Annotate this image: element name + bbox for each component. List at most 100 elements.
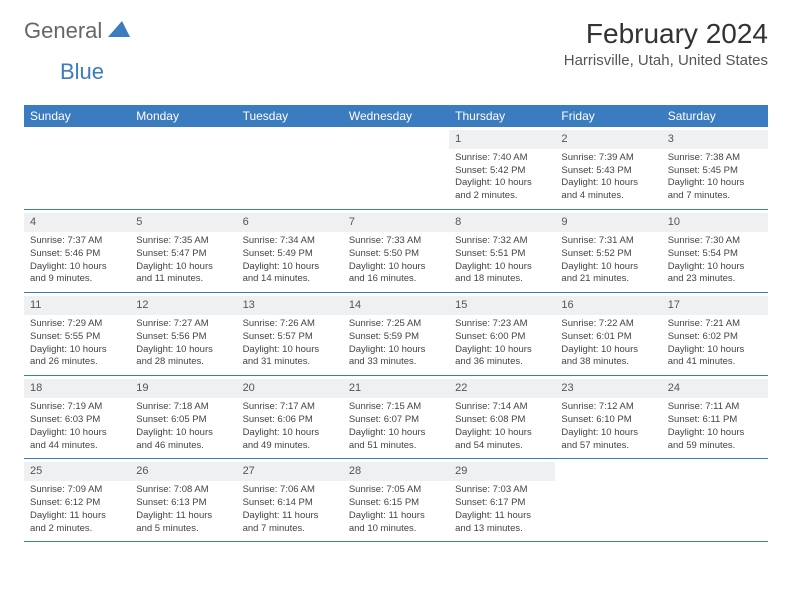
sunset-text: Sunset: 5:47 PM <box>136 248 230 261</box>
day-number: 8 <box>449 213 555 232</box>
day-number: 3 <box>662 130 768 149</box>
sunset-text: Sunset: 5:54 PM <box>668 248 762 261</box>
day-number: 12 <box>130 296 236 315</box>
sunrise-text: Sunrise: 7:37 AM <box>30 235 124 248</box>
day-number: 20 <box>237 379 343 398</box>
sunset-text: Sunset: 5:43 PM <box>561 165 655 178</box>
day-number: 9 <box>555 213 661 232</box>
sunset-text: Sunset: 6:05 PM <box>136 414 230 427</box>
day-cell: 18Sunrise: 7:19 AMSunset: 6:03 PMDayligh… <box>24 376 130 458</box>
daylight-text: Daylight: 10 hours and 7 minutes. <box>668 177 762 203</box>
sunrise-text: Sunrise: 7:22 AM <box>561 318 655 331</box>
sunset-text: Sunset: 6:15 PM <box>349 497 443 510</box>
sunrise-text: Sunrise: 7:19 AM <box>30 401 124 414</box>
daylight-text: Daylight: 11 hours and 5 minutes. <box>136 510 230 536</box>
day-cell: 9 Sunrise: 7:31 AMSunset: 5:52 PMDaylight… <box>555 210 661 292</box>
daylight-text: Daylight: 10 hours and 23 minutes. <box>668 261 762 287</box>
week-row: 1Sunrise: 7:40 AMSunset: 5:42 PMDaylight… <box>24 127 768 210</box>
day-cell: 28Sunrise: 7:05 AMSunset: 6:15 PMDayligh… <box>343 459 449 541</box>
sunset-text: Sunset: 5:55 PM <box>30 331 124 344</box>
day-cell: 7Sunrise: 7:33 AMSunset: 5:50 PMDaylight… <box>343 210 449 292</box>
daylight-text: Daylight: 10 hours and 46 minutes. <box>136 427 230 453</box>
daylight-text: Daylight: 10 hours and 54 minutes. <box>455 427 549 453</box>
day-number: 24 <box>662 379 768 398</box>
daylight-text: Daylight: 10 hours and 49 minutes. <box>243 427 337 453</box>
daylight-text: Daylight: 10 hours and 21 minutes. <box>561 261 655 287</box>
day-number: 22 <box>449 379 555 398</box>
sunset-text: Sunset: 6:10 PM <box>561 414 655 427</box>
sunset-text: Sunset: 5:42 PM <box>455 165 549 178</box>
day-number: 7 <box>343 213 449 232</box>
sunrise-text: Sunrise: 7:31 AM <box>561 235 655 248</box>
day-header-wednesday: Wednesday <box>343 105 449 127</box>
sunset-text: Sunset: 5:59 PM <box>349 331 443 344</box>
sunrise-text: Sunrise: 7:09 AM <box>30 484 124 497</box>
day-cell: 14Sunrise: 7:25 AMSunset: 5:59 PMDayligh… <box>343 293 449 375</box>
sunrise-text: Sunrise: 7:38 AM <box>668 152 762 165</box>
sunset-text: Sunset: 6:14 PM <box>243 497 337 510</box>
sunrise-text: Sunrise: 7:32 AM <box>455 235 549 248</box>
day-number: 21 <box>343 379 449 398</box>
daylight-text: Daylight: 10 hours and 4 minutes. <box>561 177 655 203</box>
empty-cell <box>24 127 130 209</box>
daylight-text: Daylight: 10 hours and 11 minutes. <box>136 261 230 287</box>
day-header-saturday: Saturday <box>662 105 768 127</box>
empty-cell <box>662 459 768 541</box>
sunrise-text: Sunrise: 7:40 AM <box>455 152 549 165</box>
daylight-text: Daylight: 10 hours and 18 minutes. <box>455 261 549 287</box>
sunset-text: Sunset: 6:02 PM <box>668 331 762 344</box>
sunset-text: Sunset: 5:57 PM <box>243 331 337 344</box>
day-cell: 12Sunrise: 7:27 AMSunset: 5:56 PMDayligh… <box>130 293 236 375</box>
day-number: 29 <box>449 462 555 481</box>
sunrise-text: Sunrise: 7:29 AM <box>30 318 124 331</box>
sunrise-text: Sunrise: 7:15 AM <box>349 401 443 414</box>
sunset-text: Sunset: 5:52 PM <box>561 248 655 261</box>
daylight-text: Daylight: 10 hours and 33 minutes. <box>349 344 443 370</box>
sunset-text: Sunset: 6:17 PM <box>455 497 549 510</box>
sunrise-text: Sunrise: 7:30 AM <box>668 235 762 248</box>
day-number: 17 <box>662 296 768 315</box>
day-cell: 17Sunrise: 7:21 AMSunset: 6:02 PMDayligh… <box>662 293 768 375</box>
sunset-text: Sunset: 6:12 PM <box>30 497 124 510</box>
month-title: February 2024 <box>564 18 768 50</box>
daylight-text: Daylight: 10 hours and 59 minutes. <box>668 427 762 453</box>
week-row: 4Sunrise: 7:37 AMSunset: 5:46 PMDaylight… <box>24 210 768 293</box>
day-cell: 27Sunrise: 7:06 AMSunset: 6:14 PMDayligh… <box>237 459 343 541</box>
sunrise-text: Sunrise: 7:12 AM <box>561 401 655 414</box>
day-number: 14 <box>343 296 449 315</box>
daylight-text: Daylight: 10 hours and 9 minutes. <box>30 261 124 287</box>
daylight-text: Daylight: 10 hours and 16 minutes. <box>349 261 443 287</box>
day-number: 28 <box>343 462 449 481</box>
day-cell: 20Sunrise: 7:17 AMSunset: 6:06 PMDayligh… <box>237 376 343 458</box>
day-cell: 19Sunrise: 7:18 AMSunset: 6:05 PMDayligh… <box>130 376 236 458</box>
day-number: 18 <box>24 379 130 398</box>
day-header-thursday: Thursday <box>449 105 555 127</box>
sunrise-text: Sunrise: 7:14 AM <box>455 401 549 414</box>
daylight-text: Daylight: 10 hours and 51 minutes. <box>349 427 443 453</box>
logo-triangle-icon <box>108 21 130 42</box>
week-row: 11Sunrise: 7:29 AMSunset: 5:55 PMDayligh… <box>24 293 768 376</box>
day-number: 15 <box>449 296 555 315</box>
logo-text-blue: Blue <box>60 59 104 84</box>
week-row: 18Sunrise: 7:19 AMSunset: 6:03 PMDayligh… <box>24 376 768 459</box>
day-header-row: SundayMondayTuesdayWednesdayThursdayFrid… <box>24 105 768 127</box>
daylight-text: Daylight: 10 hours and 57 minutes. <box>561 427 655 453</box>
daylight-text: Daylight: 10 hours and 36 minutes. <box>455 344 549 370</box>
empty-cell <box>343 127 449 209</box>
sunset-text: Sunset: 5:46 PM <box>30 248 124 261</box>
daylight-text: Daylight: 10 hours and 31 minutes. <box>243 344 337 370</box>
day-cell: 26Sunrise: 7:08 AMSunset: 6:13 PMDayligh… <box>130 459 236 541</box>
day-number: 4 <box>24 213 130 232</box>
day-header-sunday: Sunday <box>24 105 130 127</box>
sunset-text: Sunset: 5:50 PM <box>349 248 443 261</box>
day-cell: 13Sunrise: 7:26 AMSunset: 5:57 PMDayligh… <box>237 293 343 375</box>
daylight-text: Daylight: 11 hours and 7 minutes. <box>243 510 337 536</box>
daylight-text: Daylight: 10 hours and 41 minutes. <box>668 344 762 370</box>
day-cell: 8 Sunrise: 7:32 AMSunset: 5:51 PMDaylight… <box>449 210 555 292</box>
sunrise-text: Sunrise: 7:18 AM <box>136 401 230 414</box>
day-number: 10 <box>662 213 768 232</box>
daylight-text: Daylight: 11 hours and 13 minutes. <box>455 510 549 536</box>
sunset-text: Sunset: 5:51 PM <box>455 248 549 261</box>
day-cell: 6Sunrise: 7:34 AMSunset: 5:49 PMDaylight… <box>237 210 343 292</box>
sunset-text: Sunset: 6:07 PM <box>349 414 443 427</box>
